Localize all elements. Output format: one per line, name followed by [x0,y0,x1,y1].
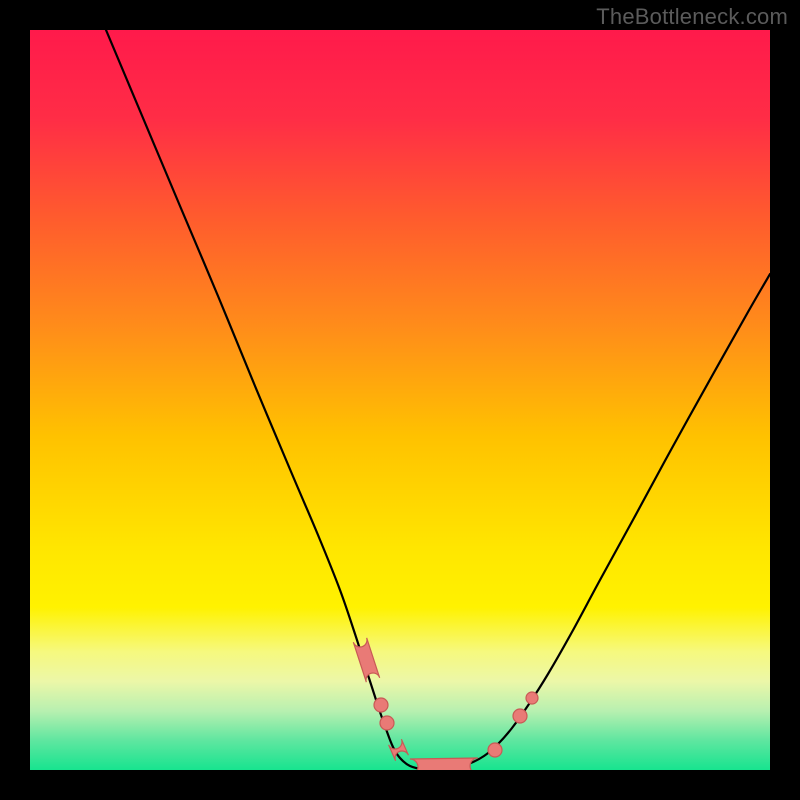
watermark-text: TheBottleneck.com [596,4,788,30]
chart-root: TheBottleneck.com [0,0,800,800]
chart-svg [0,0,800,800]
